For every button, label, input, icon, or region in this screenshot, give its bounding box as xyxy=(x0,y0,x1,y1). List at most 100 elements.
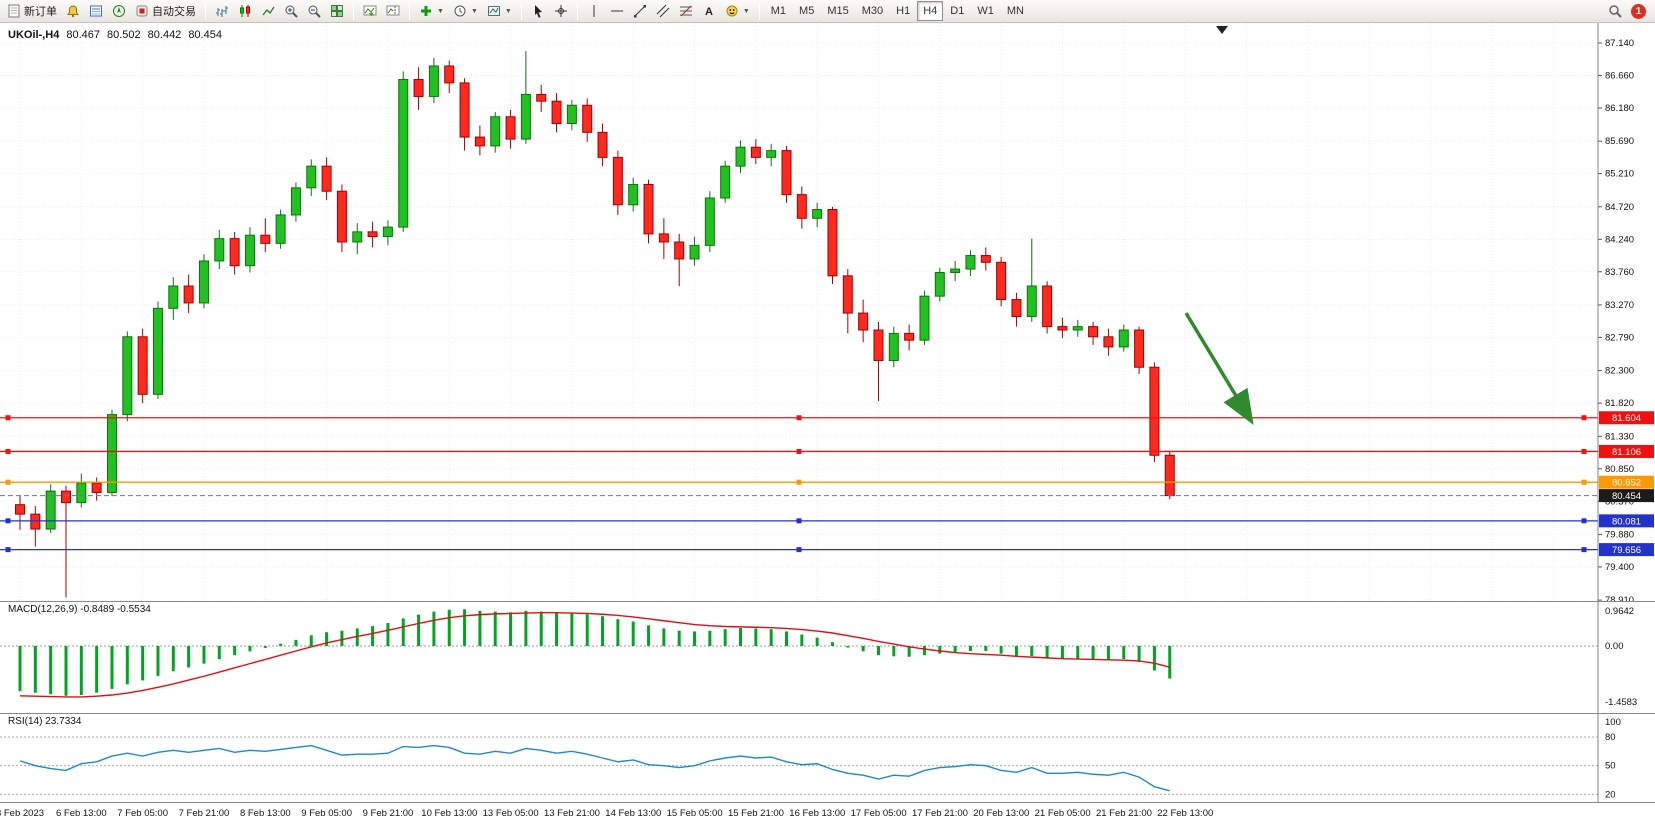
timeframe-d1[interactable]: D1 xyxy=(944,1,970,21)
search-icon xyxy=(1608,4,1622,18)
line-chart-button[interactable] xyxy=(257,1,279,21)
chart-shift-marker xyxy=(1216,26,1228,34)
timeframe-m1[interactable]: M1 xyxy=(765,1,792,21)
templates-dropdown[interactable]: ▼ xyxy=(483,1,516,21)
time-label: 13 Feb 21:00 xyxy=(543,808,600,819)
time-label: 8 Feb 13:00 xyxy=(239,808,291,819)
price-badge xyxy=(1599,444,1654,458)
price-badge xyxy=(1599,543,1654,557)
trendline-icon xyxy=(633,4,647,18)
auto-trading-button[interactable]: 自动交易 xyxy=(131,1,200,21)
arrows-dropdown[interactable]: ▼ xyxy=(721,1,754,21)
line-chart-icon xyxy=(261,4,275,18)
compass-icon xyxy=(112,4,126,18)
notification-badge[interactable]: 1 xyxy=(1631,3,1646,19)
bell-icon xyxy=(66,4,80,18)
svg-text:82.300: 82.300 xyxy=(1605,366,1634,377)
time-label: 13 Feb 05:00 xyxy=(482,808,539,819)
new-order-icon xyxy=(7,4,21,18)
svg-text:81.820: 81.820 xyxy=(1605,398,1634,409)
periods-dropdown[interactable]: ▼ xyxy=(449,1,482,21)
svg-text:81.106: 81.106 xyxy=(1612,447,1641,458)
new-chart-dropdown[interactable]: ▼ xyxy=(415,1,448,21)
svg-text:0.00: 0.00 xyxy=(1605,641,1624,652)
search-button[interactable] xyxy=(1604,1,1626,21)
smiley-icon xyxy=(725,4,739,18)
text-button[interactable]: A xyxy=(698,1,720,21)
price-badge xyxy=(1599,489,1654,503)
time-axis[interactable]: 3 Feb 2023 6 Feb 13:00 7 Feb 05:00 7 Feb 21… xyxy=(0,802,1655,826)
price-chart[interactable]: 87.140 86.660 86.180 85.690 85.210 84.720 84.2… xyxy=(0,23,1655,601)
fibonacci-button[interactable] xyxy=(675,1,697,21)
rsi-panel: RSI(14) 23.7334 100 80 50 20 xyxy=(0,713,1655,802)
bar-chart-button[interactable] xyxy=(211,1,233,21)
trend-arrow xyxy=(1184,312,1254,425)
toolbar-separator xyxy=(576,2,578,20)
svg-text:86.660: 86.660 xyxy=(1605,70,1634,81)
chevron-down-icon: ▼ xyxy=(437,7,444,15)
close-value: 80.454 xyxy=(188,29,222,41)
timeframe-m30[interactable]: M30 xyxy=(856,1,889,21)
tile-windows-icon xyxy=(330,4,344,18)
price-chart-panel: UKOil-,H4 80.467 80.502 80.442 80.454 87… xyxy=(0,23,1655,601)
svg-text:80.850: 80.850 xyxy=(1605,464,1634,475)
svg-text:100: 100 xyxy=(1605,717,1621,728)
candlestick-chart-icon xyxy=(238,4,252,18)
market-watch-icon xyxy=(89,4,103,18)
chevron-down-icon: ▼ xyxy=(470,7,478,15)
candlestick-chart-button[interactable] xyxy=(234,1,256,21)
horizontal-line-button[interactable] xyxy=(606,1,628,21)
time-label: 7 Feb 21:00 xyxy=(178,808,230,819)
toolbar-separator xyxy=(409,2,410,20)
auto-scroll-button[interactable] xyxy=(359,1,381,21)
tile-windows-button[interactable] xyxy=(326,1,348,21)
zoom-in-icon xyxy=(284,4,298,18)
navigator-button[interactable] xyxy=(108,1,130,21)
svg-text:79.656: 79.656 xyxy=(1612,545,1641,556)
crosshair-icon xyxy=(554,4,568,18)
timeframe-h4[interactable]: H4 xyxy=(917,1,944,21)
horizontal-line-icon xyxy=(610,4,624,18)
svg-text:80.081: 80.081 xyxy=(1612,516,1641,527)
chart-ohlc-label: UKOil-,H4 80.467 80.502 80.442 80.454 xyxy=(8,29,222,41)
time-label: 7 Feb 05:00 xyxy=(117,808,169,819)
timeframe-m5[interactable]: M5 xyxy=(793,1,820,21)
timeframe-m15[interactable]: M15 xyxy=(821,1,854,21)
zoom-in-button[interactable] xyxy=(280,1,302,21)
clock-icon xyxy=(453,4,467,18)
timeframe-h1[interactable]: H1 xyxy=(890,1,916,21)
cursor-button[interactable] xyxy=(527,1,549,21)
template-icon xyxy=(487,4,501,18)
zoom-out-button[interactable] xyxy=(303,1,325,21)
svg-text:85.210: 85.210 xyxy=(1605,169,1634,180)
crosshair-button[interactable] xyxy=(550,1,572,21)
macd-canvas[interactable]: 0.9642 0.00 -1.4583 xyxy=(0,602,1655,713)
time-label: 6 Feb 13:00 xyxy=(55,808,107,819)
macd-signal-line xyxy=(19,612,1170,698)
time-label: 9 Feb 05:00 xyxy=(301,808,352,819)
vertical-line-button[interactable] xyxy=(583,1,605,21)
timeframe-mn[interactable]: MN xyxy=(1001,1,1030,21)
rsi-canvas[interactable]: 100 80 50 20 xyxy=(0,714,1655,802)
trendline-button[interactable] xyxy=(629,1,651,21)
price-badge xyxy=(1599,514,1654,528)
auto-trading-label: 自动交易 xyxy=(152,6,196,18)
time-label: 22 Feb 13:00 xyxy=(1157,808,1214,819)
price-badge xyxy=(1599,475,1654,489)
svg-text:80.652: 80.652 xyxy=(1612,478,1641,489)
svg-text:87.140: 87.140 xyxy=(1605,38,1634,49)
timeframe-w1[interactable]: W1 xyxy=(971,1,1000,21)
alerts-button[interactable] xyxy=(62,1,84,21)
svg-text:84.240: 84.240 xyxy=(1605,234,1634,245)
time-label: 17 Feb 21:00 xyxy=(911,808,968,819)
time-label: 10 Feb 13:00 xyxy=(421,808,478,819)
chart-shift-button[interactable] xyxy=(382,1,404,21)
svg-text:86.180: 86.180 xyxy=(1605,103,1634,114)
market-watch-button[interactable] xyxy=(85,1,107,21)
time-label: 3 Feb 2023 xyxy=(0,808,45,819)
channel-button[interactable] xyxy=(652,1,674,21)
toolbar-separator xyxy=(353,2,354,20)
time-label: 14 Feb 13:00 xyxy=(605,808,662,819)
new-order-button[interactable]: 新订单 xyxy=(3,1,61,21)
